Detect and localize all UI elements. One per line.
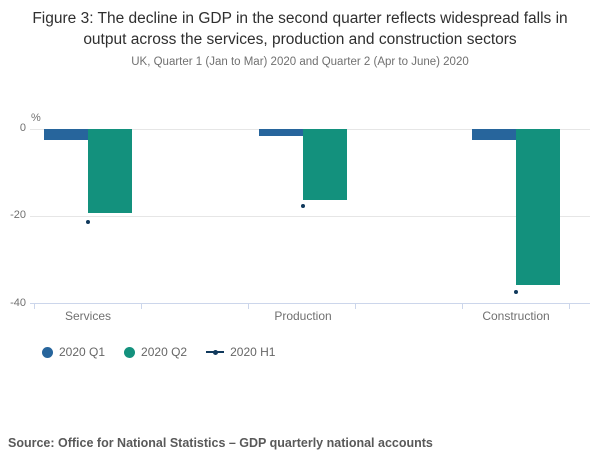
x-axis-tick-1 xyxy=(141,303,142,309)
bar-2020-q2-production[interactable] xyxy=(303,129,347,200)
x-axis-tick-3 xyxy=(355,303,356,309)
bar-2020-q1-production[interactable] xyxy=(259,129,303,136)
marker-2020-h1-services[interactable] xyxy=(86,220,90,224)
y-axis-unit-label: % xyxy=(31,112,41,124)
bar-2020-q2-construction[interactable] xyxy=(516,129,560,285)
legend-swatch-line-dot-icon xyxy=(206,348,225,357)
x-axis-tick-0 xyxy=(34,303,35,309)
category-label-production: Production xyxy=(274,309,332,323)
legend-label: 2020 Q1 xyxy=(59,345,106,359)
bar-2020-q2-services[interactable] xyxy=(88,129,132,213)
category-label-services: Services xyxy=(64,309,112,323)
figure-subtitle: UK, Quarter 1 (Jan to Mar) 2020 and Quar… xyxy=(131,56,469,68)
figure-title: Figure 3: The decline in GDP in the seco… xyxy=(32,10,568,48)
gridline--20 xyxy=(30,216,590,217)
x-axis-tick-5 xyxy=(569,303,570,309)
y-axis-label--20: -20 xyxy=(10,209,26,221)
source-note: Source: Office for National Statistics –… xyxy=(8,436,433,450)
x-axis-tick-2 xyxy=(248,303,249,309)
legend-item-2020-q1[interactable]: 2020 Q1 xyxy=(42,345,105,359)
legend-label: 2020 Q2 xyxy=(141,345,188,359)
x-axis-tick-4 xyxy=(462,303,463,309)
marker-2020-h1-production[interactable] xyxy=(301,204,305,208)
legend-swatch-circle-icon xyxy=(124,346,136,358)
y-axis-label-0: 0 xyxy=(19,122,26,134)
legend-item-2020-q2[interactable]: 2020 Q2 xyxy=(124,345,187,359)
legend-label: 2020 H1 xyxy=(230,345,276,359)
legend-item-2020-h1[interactable]: 2020 H1 xyxy=(206,345,275,359)
x-axis-line xyxy=(30,303,590,304)
y-axis-label--40: -40 xyxy=(10,297,26,309)
bar-2020-q1-construction[interactable] xyxy=(472,129,516,140)
category-label-construction: Construction xyxy=(482,309,550,323)
marker-2020-h1-construction[interactable] xyxy=(514,290,518,294)
legend-swatch-circle-icon xyxy=(42,346,53,358)
legend: 2020 Q1 2020 Q2 2020 H1 xyxy=(42,345,275,359)
bar-2020-q1-services[interactable] xyxy=(44,129,88,140)
